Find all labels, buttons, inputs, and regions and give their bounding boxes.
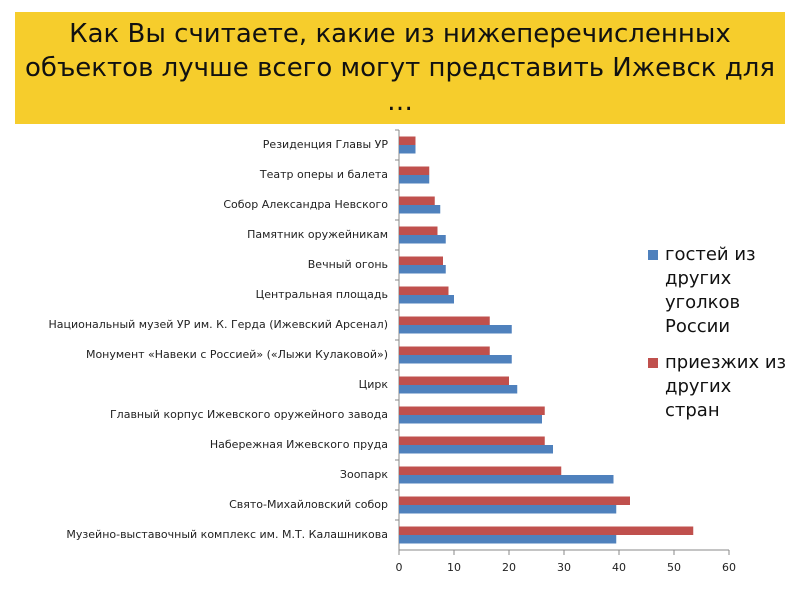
bar [399,256,443,265]
x-tick-label: 30 [557,561,571,574]
legend-label: гостей из других уголков России [665,244,756,337]
bar [399,505,617,514]
y-tick-label: Центральная площадь [256,288,388,301]
bar [399,415,542,424]
y-tick-label: Зоопарк [340,468,388,481]
y-tick-label: Национальный музей УР им. К. Герда (Ижев… [48,318,388,331]
x-tick-label: 20 [502,561,516,574]
y-tick-label: Резиденция Главы УР [263,138,389,151]
legend-item: гостей из других уголков России [648,243,788,339]
bar [399,526,694,535]
bar [399,175,430,184]
bar [399,385,518,394]
bar [399,286,449,295]
bar [399,535,617,544]
bar [399,136,416,145]
legend-item: приезжих из других стран [648,351,788,423]
bar [399,355,512,364]
y-tick-label: Памятник оружейникам [247,228,388,241]
bar [399,226,438,235]
bar [399,235,446,244]
bar [399,205,441,214]
x-tick-label: 10 [447,561,461,574]
legend: гостей из других уголков России приезжих … [648,243,788,435]
bar [399,406,545,415]
bar [399,295,454,304]
bar [399,265,446,274]
bar [399,325,512,334]
bar [399,496,630,505]
x-tick-label: 60 [722,561,736,574]
bar [399,466,562,475]
bar [399,475,614,484]
y-tick-label: Набережная Ижевского пруда [210,438,388,451]
bar [399,436,545,445]
legend-label: приезжих из других стран [665,352,787,421]
legend-swatch [648,358,658,368]
bar [399,166,430,175]
y-tick-label: Цирк [359,378,389,391]
y-tick-label: Собор Александра Невского [223,198,388,211]
bar [399,346,490,355]
bar [399,445,553,454]
bar [399,196,435,205]
x-tick-label: 50 [667,561,681,574]
y-tick-label: Вечный огонь [308,258,388,271]
bar [399,316,490,325]
y-tick-label: Театр оперы и балета [259,168,388,181]
x-tick-label: 0 [396,561,403,574]
bar [399,376,509,385]
y-tick-label: Монумент «Навеки с Россией» («Лыжи Кулак… [86,348,388,361]
bar [399,145,416,154]
legend-swatch [648,250,658,260]
slide-title: Как Вы считаете, какие из нижеперечислен… [15,12,785,124]
y-tick-label: Свято-Михайловский собор [229,498,388,511]
x-tick-label: 40 [612,561,626,574]
y-tick-label: Музейно-выставочный комплекс им. М.Т. Ка… [66,528,388,541]
y-tick-label: Главный корпус Ижевского оружейного заво… [110,408,388,421]
